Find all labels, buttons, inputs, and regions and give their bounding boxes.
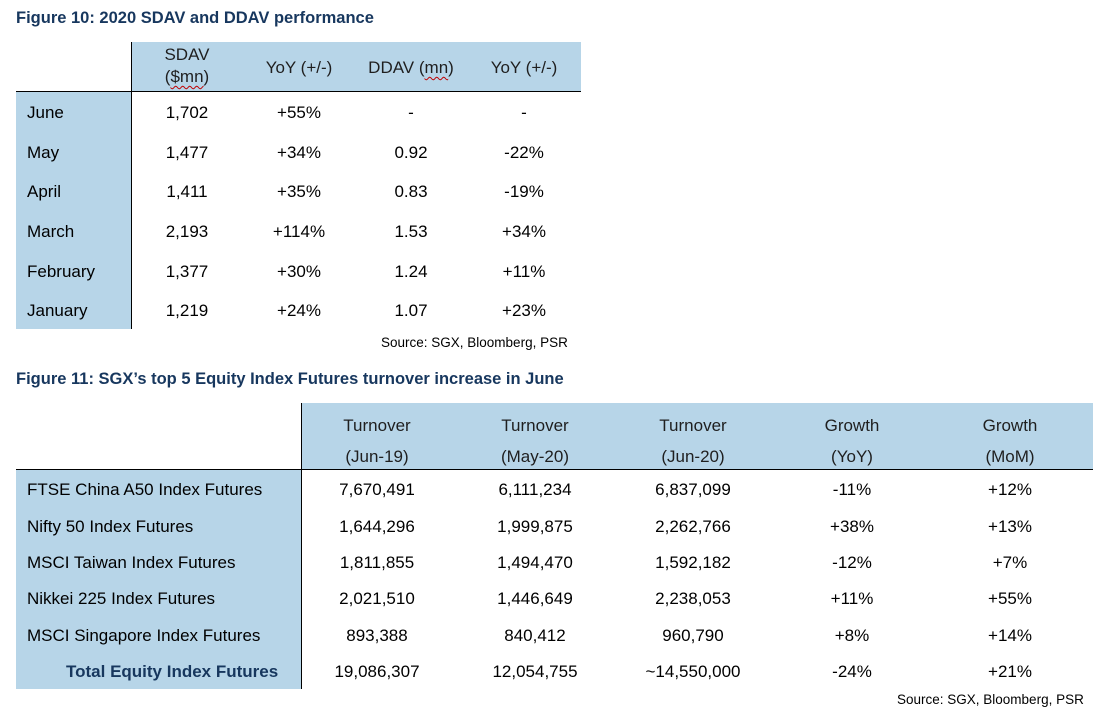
f10-yoy1: +34%	[277, 143, 321, 162]
f11-mom: +7%	[992, 553, 1028, 572]
f11-yoy: +38%	[830, 517, 874, 536]
f10-ddav: 1.24	[394, 262, 428, 281]
f11-may20: 840,412	[504, 626, 566, 645]
figure-10-source: Source: SGX, Bloomberg, PSR	[381, 335, 568, 350]
f10-month: March	[27, 222, 75, 241]
f10-yoy2: +11%	[502, 262, 546, 281]
f11-side-bg	[16, 470, 301, 689]
f10-month: April	[27, 182, 62, 201]
f11-mom: +55%	[988, 589, 1032, 608]
f11-header-line2: (MoM)	[985, 447, 1035, 466]
f11-header-line1: Turnover	[343, 416, 411, 435]
f11-mom: +13%	[988, 517, 1032, 536]
f11-yoy: -11%	[832, 480, 872, 499]
f10-month: February	[27, 262, 96, 281]
figure-10-title: Figure 10: 2020 SDAV and DDAV performanc…	[16, 9, 374, 27]
f11-mom: +12%	[988, 480, 1032, 499]
f10-sdav: 1,477	[165, 143, 209, 162]
f11-jun20: 6,837,099	[655, 480, 731, 499]
f11-header-line1: Turnover	[501, 416, 569, 435]
f10-column-divider	[131, 42, 132, 329]
f11-total-may20: 12,054,755	[492, 662, 578, 681]
f11-header-growth-mom: Growth (MoM)	[935, 410, 1085, 472]
f10-month: January	[27, 301, 88, 320]
f10-yoy1: +55%	[277, 103, 321, 122]
f11-yoy: +8%	[834, 626, 870, 645]
figure-11-title: Figure 11: SGX’s top 5 Equity Index Futu…	[16, 370, 564, 388]
f10-sdav: 1,219	[165, 301, 209, 320]
f11-header-bg	[301, 403, 1093, 469]
f11-header-line2: (May-20)	[500, 447, 569, 466]
f11-header-line1: Growth	[982, 416, 1038, 435]
f11-header-line1: Growth	[824, 416, 880, 435]
f11-header-rule	[16, 469, 1093, 470]
f10-yoy1: +24%	[277, 301, 321, 320]
f10-yoy1: +114%	[272, 222, 326, 241]
f11-jun19: 1,811,855	[339, 553, 415, 572]
f11-may20: 1,999,875	[497, 517, 573, 536]
f11-header-line2: (YoY)	[831, 447, 873, 466]
f10-yoy1: +30%	[277, 262, 321, 281]
f10-yoy2: -22%	[504, 143, 544, 162]
f11-header-line1: Turnover	[659, 416, 727, 435]
f11-yoy: +11%	[830, 589, 874, 608]
f10-ddav: 1.07	[394, 301, 428, 320]
f11-may20: 1,446,649	[497, 589, 573, 608]
f11-header-may20: Turnover (May-20)	[453, 410, 617, 472]
f11-jun20: 2,238,053	[655, 589, 731, 608]
f11-header-jun20: Turnover (Jun-20)	[617, 410, 769, 472]
f11-name: Nifty 50 Index Futures	[27, 517, 194, 536]
f11-jun19: 1,644,296	[339, 517, 415, 536]
f11-jun19: 893,388	[346, 626, 408, 645]
f10-month: May	[27, 143, 60, 162]
f11-total-yoy: -24%	[832, 662, 872, 681]
f11-header-line2: (Jun-19)	[345, 447, 409, 466]
f11-name: MSCI Taiwan Index Futures	[27, 553, 236, 572]
f10-header-rule	[16, 91, 581, 92]
f10-ddav: -	[408, 103, 414, 122]
f10-header-bg	[131, 42, 581, 91]
f10-header-sdav: SDAV ($mn)	[131, 44, 243, 88]
f10-ddav: 1.53	[394, 222, 428, 241]
f11-header-line2: (Jun-20)	[661, 447, 725, 466]
f10-ddav: 0.92	[394, 143, 428, 162]
f10-sdav: 1,377	[165, 262, 209, 281]
f11-total-mom: +21%	[988, 662, 1032, 681]
f11-mom: +14%	[988, 626, 1032, 645]
f11-total-jun19: 19,086,307	[334, 662, 420, 681]
f11-name: Nikkei 225 Index Futures	[27, 589, 216, 608]
f11-may20: 6,111,234	[498, 480, 572, 499]
f10-header-sdav-line1: SDAV	[164, 45, 210, 64]
f10-yoy2: +23%	[502, 301, 546, 320]
f10-sdav: 1,411	[166, 182, 208, 201]
f10-header-yoy1: YoY (+/-)	[265, 58, 333, 77]
f10-header-ddav: DDAV (mn)	[368, 58, 454, 77]
f11-jun20: 2,262,766	[655, 517, 731, 536]
f11-may20: 1,494,470	[497, 553, 573, 572]
f10-ddav: 0.83	[394, 182, 428, 201]
f10-header-yoy2: YoY (+/-)	[490, 58, 558, 77]
f10-yoy2: -	[521, 103, 527, 122]
f10-month: June	[27, 103, 64, 122]
f11-yoy: -12%	[832, 553, 872, 572]
f11-name: MSCI Singapore Index Futures	[27, 626, 261, 645]
f11-jun19: 2,021,510	[339, 589, 415, 608]
f10-header-sdav-line2: ($mn)	[164, 67, 210, 86]
f11-total-jun20: ~14,550,000	[645, 662, 741, 681]
figure-11-source: Source: SGX, Bloomberg, PSR	[897, 692, 1084, 707]
f11-jun20: 960,790	[662, 626, 724, 645]
f11-jun20: 1,592,182	[655, 553, 731, 572]
f11-name: FTSE China A50 Index Futures	[27, 480, 263, 499]
f10-yoy1: +35%	[277, 182, 321, 201]
f11-column-divider	[301, 403, 302, 689]
f10-side-bg	[16, 92, 131, 329]
f11-jun19: 7,670,491	[339, 480, 415, 499]
f10-sdav: 1,702	[165, 103, 209, 122]
f10-yoy2: -19%	[504, 182, 544, 201]
f11-header-growth-yoy: Growth (YoY)	[769, 410, 935, 472]
f11-header-jun19: Turnover (Jun-19)	[301, 410, 453, 472]
f10-sdav: 2,193	[165, 222, 209, 241]
f11-total-name: Total Equity Index Futures	[66, 662, 279, 681]
f10-yoy2: +34%	[502, 222, 546, 241]
